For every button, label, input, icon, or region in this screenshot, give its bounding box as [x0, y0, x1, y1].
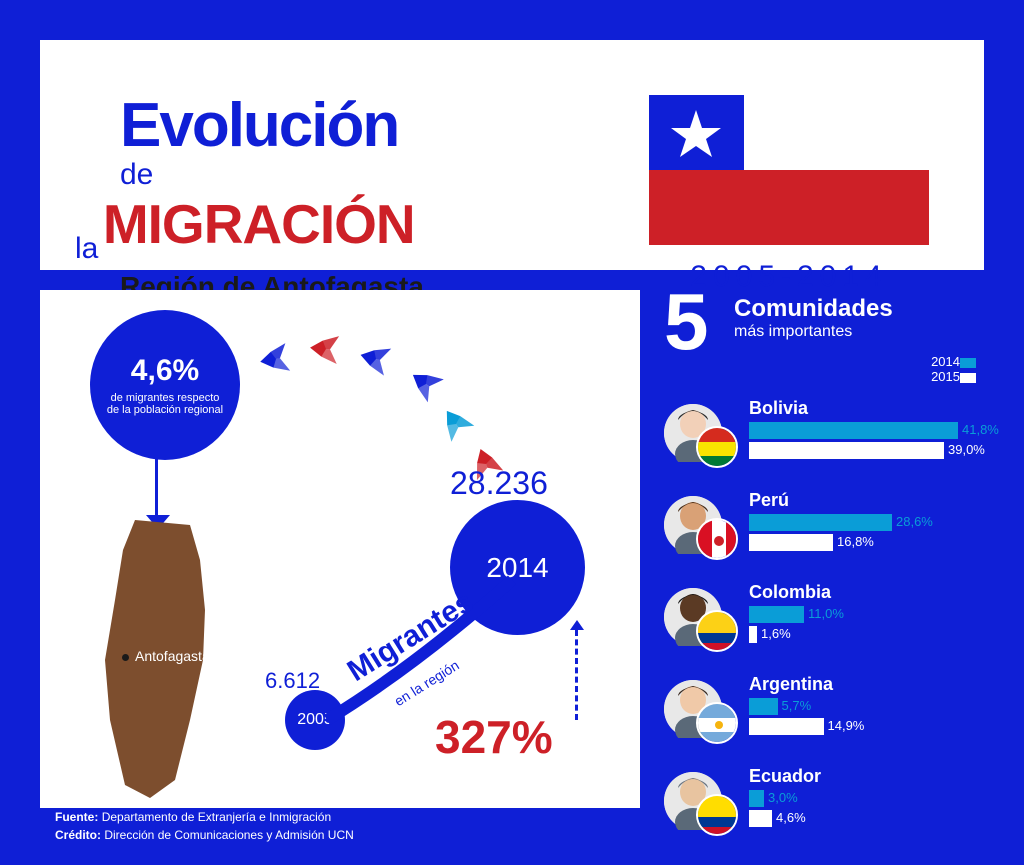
growth-percent: 327% [435, 710, 553, 764]
bar-chart: 5,7% 14,9% [749, 698, 974, 738]
country-flag-icon [696, 702, 738, 744]
legend-swatch-2014 [960, 358, 976, 368]
map-city-label: Antofagasta [135, 648, 210, 664]
country-name: Colombia [749, 582, 831, 603]
bar-2015: 39,0% [749, 442, 974, 459]
big-5-number: 5 [664, 290, 709, 354]
legend-swatch-2015 [960, 373, 976, 383]
credits-band: Fuente: Departamento de Extranjería e In… [40, 808, 640, 840]
bird-icon [435, 403, 476, 445]
bar-2014: 28,6% [749, 514, 974, 531]
bird-icon [357, 341, 395, 376]
country-block: Argentina 5,7% 14,9% [664, 670, 984, 752]
bar-2015: 14,9% [749, 718, 974, 735]
country-block: Colombia 11,0% 1,6% [664, 578, 984, 660]
bar-2015: 1,6% [749, 626, 974, 643]
bar-2014: 3,0% [749, 790, 974, 807]
country-flag-icon [696, 794, 738, 836]
bar-2014: 11,0% [749, 606, 974, 623]
title-evolucion: Evolución [120, 90, 432, 161]
legend: 2014 2015 [664, 354, 984, 384]
country-block: Ecuador 3,0% 4,6% [664, 762, 984, 844]
title-block: Evolución de la MIGRACIÓN Región de Anto… [120, 90, 432, 303]
country-flag-icon [696, 426, 738, 468]
bar-2015: 4,6% [749, 810, 974, 827]
bar-chart: 28,6% 16,8% [749, 514, 974, 554]
header-panel: Evolución de la MIGRACIÓN Región de Anto… [40, 40, 984, 270]
title-la: la [75, 232, 98, 266]
percent-value: 4,6% [131, 354, 199, 388]
country-flag-icon [696, 518, 738, 560]
bird-icon [258, 342, 294, 375]
migrants-2014-value: 28.236 [450, 465, 548, 502]
growth-arrow-icon [575, 630, 578, 720]
percent-circle: 4,6% de migrantes respecto de la poblaci… [90, 310, 240, 460]
communities-heading: Comunidades más importantes [734, 290, 984, 341]
country-name: Bolivia [749, 398, 808, 419]
chile-flag-icon [649, 95, 929, 245]
country-name: Perú [749, 490, 789, 511]
bar-chart: 41,8% 39,0% [749, 422, 974, 462]
pointer-line [155, 458, 158, 518]
country-name: Argentina [749, 674, 833, 695]
bar-2014: 41,8% [749, 422, 974, 439]
title-migracion: MIGRACIÓN [103, 192, 415, 256]
country-name: Ecuador [749, 766, 821, 787]
bar-2015: 16,8% [749, 534, 974, 551]
communities-sidebar: 5 Comunidades más importantes 2014 2015 … [664, 290, 984, 840]
percent-desc: de migrantes respecto de la población re… [90, 392, 240, 416]
chile-flag-area: 2005-2014 [649, 95, 929, 294]
country-block: Bolivia 41,8% 39,0% [664, 394, 984, 476]
bar-2014: 5,7% [749, 698, 974, 715]
main-panel: 4,6% de migrantes respecto de la poblaci… [40, 290, 640, 840]
bar-chart: 3,0% 4,6% [749, 790, 974, 830]
title-de: de [120, 158, 153, 192]
country-block: Perú 28,6% 16,8% [664, 486, 984, 568]
bird-icon [309, 334, 343, 365]
bar-chart: 11,0% 1,6% [749, 606, 974, 646]
bird-icon [405, 363, 447, 404]
credits-text: Fuente: Departamento de Extranjería e In… [55, 810, 655, 842]
map-city-dot [122, 654, 129, 661]
country-flag-icon [696, 610, 738, 652]
